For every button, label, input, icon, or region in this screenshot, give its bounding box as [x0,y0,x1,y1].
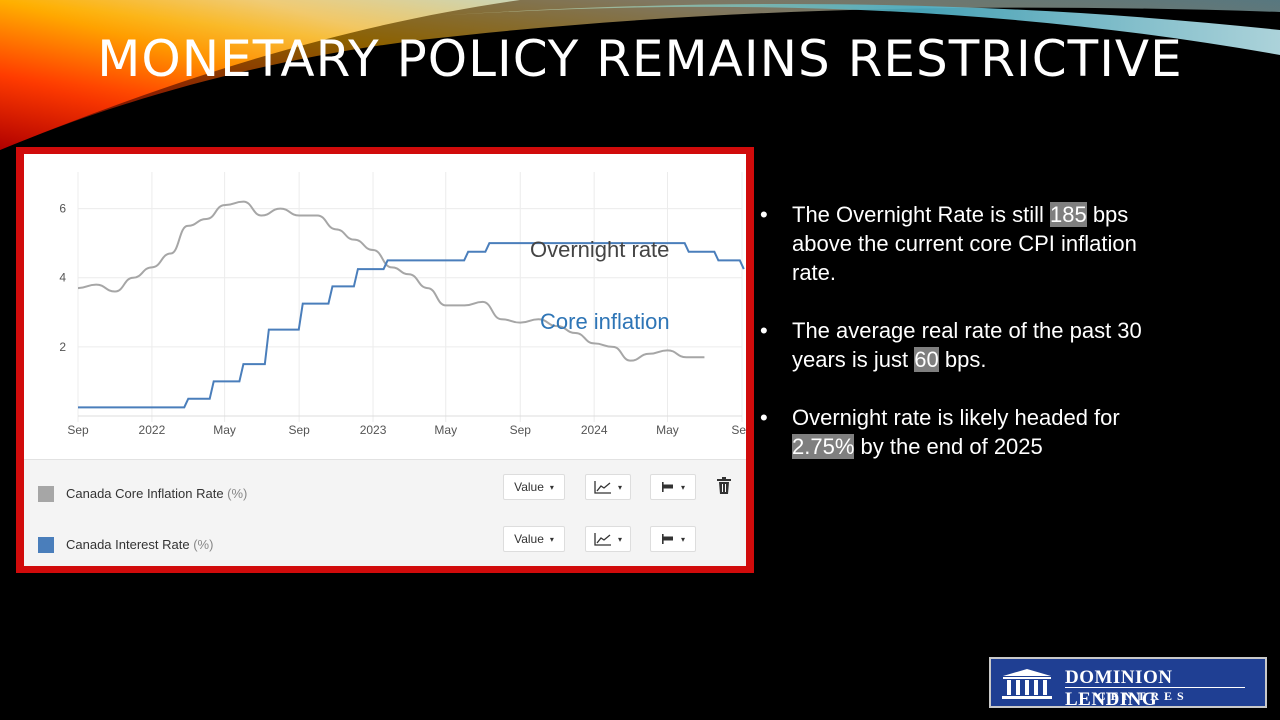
y-tick-label: 4 [59,271,66,285]
y-tick-label: 6 [59,202,66,216]
logo-divider [1065,687,1245,688]
axis-align-icon [661,534,673,544]
x-tick-label: Sep [731,423,746,437]
caret-down-icon: ▾ [549,534,554,544]
legend-unit: (%) [227,486,248,501]
legend-unit: (%) [193,537,214,552]
caret-down-icon: ▾ [549,482,554,492]
x-tick-label: May [213,423,236,437]
bullet-item: • The Overnight Rate is still 185 bps ab… [760,200,1180,287]
bullet-text: bps above the current core CPI inflation… [792,202,1137,285]
bullet-item: • Overnight rate is likely headed for 2.… [760,403,1180,461]
trash-icon[interactable] [716,477,732,495]
building-columns-icon [1002,669,1052,699]
annotation-overnight-rate: Overnight rate [530,237,669,262]
line-chart-icon [594,481,611,494]
line-chart: Sep 2022 May Sep 2023 May Sep 2024 May Sep 2 4 6 Over… [59,172,746,437]
annotation-core-inflation: Core inflation [540,309,670,334]
x-tick-label: Sep [67,423,89,437]
legend-row-interest-rate: Canada Interest Rate (%) Value ▾ ▾ ▾ [24,526,746,566]
slide-title: MONETARY POLICY REMAINS RESTRICTIVE [97,30,1183,88]
chart-type-dropdown[interactable]: ▾ [585,474,631,500]
bullet-text: Overnight rate is likely headed for [792,405,1120,430]
chart-panel: Sep 2022 May Sep 2023 May Sep 2024 May Sep 2 4 6 Over… [24,154,746,566]
y-tick-label: 2 [59,340,66,354]
bullet-dot: • [760,318,768,343]
bullet-text: by the end of 2025 [854,434,1043,459]
x-tick-label: 2022 [139,423,166,437]
bullet-item: • The average real rate of the past 30 y… [760,316,1180,374]
axis-dropdown[interactable]: ▾ [650,526,696,552]
caret-down-icon: ▾ [680,482,685,492]
bullet-list: • The Overnight Rate is still 185 bps ab… [760,200,1180,490]
legend-row-core-inflation: Canada Core Inflation Rate (%) Value ▾ ▾ … [24,474,746,514]
caret-down-icon: ▾ [680,534,685,544]
legend-series-name: Canada Core Inflation Rate [66,486,224,501]
caret-down-icon: ▾ [617,482,622,492]
bullet-text: bps. [938,347,987,372]
x-tick-label: Sep [510,423,532,437]
legend-swatch [38,537,54,553]
bullet-dot: • [760,202,768,227]
chart-type-dropdown[interactable]: ▾ [585,526,631,552]
legend-swatch [38,486,54,502]
chart-frame: Sep 2022 May Sep 2023 May Sep 2024 May Sep 2 4 6 Over… [16,147,754,573]
value-dropdown-label: Value [514,480,544,494]
highlighted-value: 185 [1049,202,1087,227]
axis-align-icon [661,482,673,492]
x-tick-label: 2023 [360,423,387,437]
x-tick-label: May [434,423,457,437]
x-tick-label: Sep [288,423,310,437]
value-dropdown[interactable]: Value ▾ [503,474,565,500]
bullet-dot: • [760,405,768,430]
value-dropdown[interactable]: Value ▾ [503,526,565,552]
logo-name: DOMINION LENDING [1065,667,1173,710]
line-chart-icon [594,533,611,546]
series-line-interest-rate [78,242,745,409]
x-tick-label: May [656,423,679,437]
legend-label: Canada Interest Rate (%) [66,537,213,552]
series-line-core-inflation [77,200,705,362]
legend-label: Canada Core Inflation Rate (%) [66,486,247,501]
x-tick-label: 2024 [581,423,608,437]
bullet-text: The Overnight Rate is still [792,202,1050,227]
logo-subtitle: CENTRES [1097,689,1189,703]
axis-dropdown[interactable]: ▾ [650,474,696,500]
value-dropdown-label: Value [514,532,544,546]
chart-legend: Canada Core Inflation Rate (%) Value ▾ ▾ … [24,459,746,566]
company-logo: DOMINION LENDING CENTRES [989,657,1267,710]
caret-down-icon: ▾ [617,534,622,544]
highlighted-value: 2.75% [792,434,855,459]
decorative-swoosh [0,0,1280,150]
legend-series-name: Canada Interest Rate [66,537,190,552]
bullet-text: The average real rate of the past 30 yea… [792,318,1142,372]
highlighted-value: 60 [914,347,939,372]
